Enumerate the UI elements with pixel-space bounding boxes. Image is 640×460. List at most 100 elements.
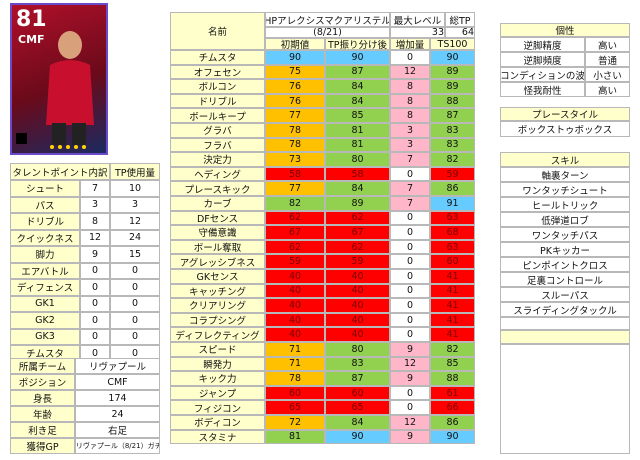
stat-label: キャッチング xyxy=(170,283,265,299)
stat-value: 0 xyxy=(390,298,430,313)
stat-value: 83 xyxy=(325,356,390,372)
stat-value: 40 xyxy=(265,269,325,284)
stat-value: 62 xyxy=(265,239,325,255)
talent-label: ドリブル xyxy=(10,213,80,230)
stat-value: 41 xyxy=(430,312,475,328)
column-header: 増加量 xyxy=(390,38,430,50)
stat-value: 72 xyxy=(265,415,325,430)
stat-value: 9 xyxy=(390,371,430,386)
skill: スルーパス xyxy=(500,287,630,302)
talent-value: 0 xyxy=(80,328,110,345)
talent-value: 9 xyxy=(80,246,110,263)
talent-value: 0 xyxy=(80,262,110,279)
talent-tp: 24 xyxy=(110,229,160,246)
skill: ワンタッチシュート xyxy=(500,182,630,197)
talent-tp: 0 xyxy=(110,295,160,312)
stat-value: 40 xyxy=(325,327,390,342)
stat-value: 58 xyxy=(265,166,325,182)
profile-value: リヴァプール xyxy=(75,358,160,374)
talent-label: エアバトル xyxy=(10,262,80,279)
stat-value: 60 xyxy=(430,254,475,269)
stat-value: 65 xyxy=(325,400,390,415)
skill: ピンポイントクロス xyxy=(500,257,630,272)
stat-value: 76 xyxy=(265,79,325,94)
stat-value: 82 xyxy=(430,152,475,167)
profile-value: 174 xyxy=(75,390,160,406)
stat-value: 81 xyxy=(325,137,390,153)
stat-value: 7 xyxy=(390,152,430,167)
profile-label: 年齢 xyxy=(10,406,75,422)
stat-value: 40 xyxy=(325,312,390,328)
talent-header: タレントポイント内訳 xyxy=(10,163,110,180)
talent-tp: 0 xyxy=(110,328,160,345)
stat-value: 9 xyxy=(390,342,430,357)
trait-label: コンディションの波 xyxy=(500,67,585,82)
card-position: CMF xyxy=(18,33,45,46)
stat-value: 7 xyxy=(390,196,430,211)
stat-value: 75 xyxy=(265,64,325,80)
stat-value: 40 xyxy=(265,327,325,342)
stat-value: 60 xyxy=(265,385,325,401)
stat-value: 87 xyxy=(325,64,390,80)
traits-header: 個性 xyxy=(500,23,630,37)
stat-value: 83 xyxy=(430,123,475,138)
stat-label: GKセンス xyxy=(170,269,265,284)
stat-value: 67 xyxy=(325,225,390,240)
stat-value: 59 xyxy=(265,254,325,269)
profile-label: 獲得GP xyxy=(10,438,75,454)
stat-value: 0 xyxy=(390,239,430,255)
talent-value: 0 xyxy=(80,295,110,312)
stat-value: 40 xyxy=(265,283,325,299)
stat-value: 40 xyxy=(325,269,390,284)
stat-value: 62 xyxy=(325,239,390,255)
stat-value: 0 xyxy=(390,283,430,299)
trait-value: 普通 xyxy=(585,52,630,67)
talent-value: 0 xyxy=(80,312,110,329)
skill: ワンタッチパス xyxy=(500,227,630,242)
stat-value: 88 xyxy=(430,93,475,109)
stat-value: 89 xyxy=(430,64,475,80)
stat-value: 41 xyxy=(430,283,475,299)
trait-value: 小さい xyxy=(585,67,630,82)
player-name: HPアレクシスマクアリステル xyxy=(265,12,390,27)
stat-label: グラバ xyxy=(170,123,265,138)
stat-label: チムスタ xyxy=(170,50,265,65)
stat-value: 0 xyxy=(390,312,430,328)
stat-label: 決定力 xyxy=(170,152,265,167)
stat-label: 瞬発力 xyxy=(170,356,265,372)
stat-value: 0 xyxy=(390,50,430,65)
talent-tp: 0 xyxy=(110,279,160,296)
stat-value: 81 xyxy=(325,123,390,138)
talent-value: 3 xyxy=(80,196,110,213)
skill: スライディングタックル xyxy=(500,302,630,317)
talent-label: GK3 xyxy=(10,328,80,345)
blank-header xyxy=(500,330,630,344)
blank-row xyxy=(500,317,630,330)
stat-label: ジャンプ xyxy=(170,385,265,401)
stat-value: 63 xyxy=(430,210,475,226)
stat-value: 84 xyxy=(325,415,390,430)
talent-tp: 15 xyxy=(110,246,160,263)
stat-value: 63 xyxy=(430,239,475,255)
stat-value: 82 xyxy=(265,196,325,211)
stat-value: 9 xyxy=(390,429,430,445)
playstyle-value: ボックストゥボックス xyxy=(500,121,630,137)
skills-header: スキル xyxy=(500,152,630,167)
stat-label: 守備意識 xyxy=(170,225,265,240)
stat-value: 89 xyxy=(325,196,390,211)
profile-value: 24 xyxy=(75,406,160,422)
profile-label: 所属チーム xyxy=(10,358,75,374)
talent-value: 0 xyxy=(80,279,110,296)
profile-label: ポジション xyxy=(10,374,75,390)
skill: 低弾道ロブ xyxy=(500,212,630,227)
profile-label: 身長 xyxy=(10,390,75,406)
stat-label: クリアリング xyxy=(170,298,265,313)
stat-value: 0 xyxy=(390,166,430,182)
stat-value: 80 xyxy=(325,342,390,357)
stat-value: 84 xyxy=(325,181,390,196)
stat-value: 41 xyxy=(430,269,475,284)
stat-value: 40 xyxy=(265,298,325,313)
stat-value: 82 xyxy=(430,342,475,357)
talent-value: 12 xyxy=(80,229,110,246)
